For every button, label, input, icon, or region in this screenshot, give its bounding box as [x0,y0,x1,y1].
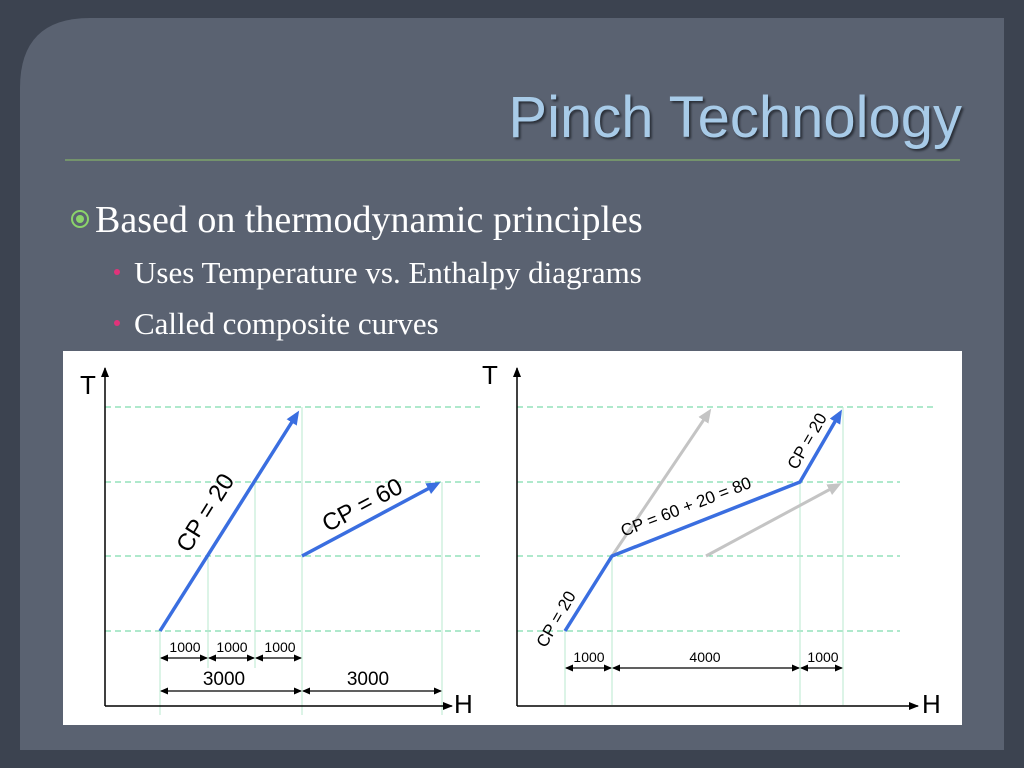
sub-bullet: Uses Temperature vs. Enthalpy diagrams [134,255,642,290]
axis-label: H [922,689,941,719]
axis-label: H [454,689,473,719]
sub-bullet-icon [114,320,120,326]
stream-arrow [705,483,842,558]
diagram-area [63,351,962,725]
dimension-label: 3000 [347,669,389,690]
composite-curve [563,409,843,632]
dimension-label: 1000 [807,649,838,665]
axis-label: T [80,370,96,400]
dimension-label: 3000 [203,669,245,690]
slide-title: Pinch Technology [508,85,962,150]
bullet: Based on thermodynamic principles [95,199,643,241]
stream-arrow [158,410,300,632]
dimension-label: 1000 [216,639,247,655]
stream-arrow [610,408,712,557]
bullet-icon [71,210,89,228]
stream-arrow [301,482,441,558]
bullet-icon [76,215,84,223]
sub-bullet-icon [114,269,120,275]
dimension-label: 1000 [264,639,295,655]
sub-bullet: Called composite curves [134,306,439,341]
dimension-label: 1000 [573,649,604,665]
axis-label: T [482,360,498,390]
dimension-label: 4000 [689,649,720,665]
dimension-label: 1000 [169,639,200,655]
